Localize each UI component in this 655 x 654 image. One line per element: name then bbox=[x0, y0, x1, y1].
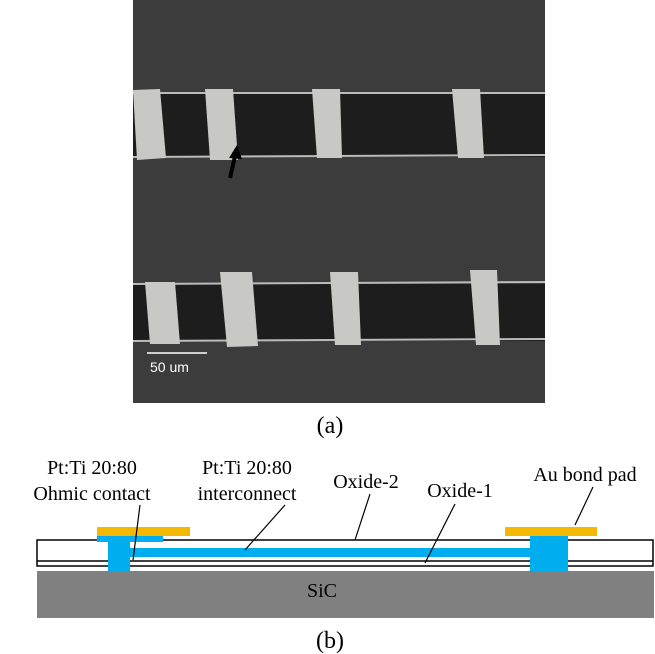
figure: 50 um (a) SiC Pt:Ti 20:80 Ohmic contact … bbox=[0, 0, 655, 654]
label-ohmic-material: Pt:Ti 20:80 bbox=[47, 457, 137, 479]
label-sic: SiC bbox=[307, 580, 337, 602]
label-bond-pad: Au bond pad bbox=[533, 464, 636, 486]
label-interconnect-material: Pt:Ti 20:80 bbox=[202, 457, 292, 479]
label-ohmic: Ohmic contact bbox=[33, 483, 151, 505]
label-interconnect: interconnect bbox=[198, 483, 297, 505]
sem-image: 50 um bbox=[133, 0, 545, 403]
scale-bar-label: 50 um bbox=[150, 359, 189, 375]
caption-b: (b) bbox=[316, 628, 344, 654]
caption-a: (a) bbox=[317, 413, 344, 439]
label-oxide1: Oxide-1 bbox=[427, 480, 493, 502]
label-oxide2: Oxide-2 bbox=[333, 471, 399, 493]
cross-section: SiC bbox=[37, 487, 654, 618]
